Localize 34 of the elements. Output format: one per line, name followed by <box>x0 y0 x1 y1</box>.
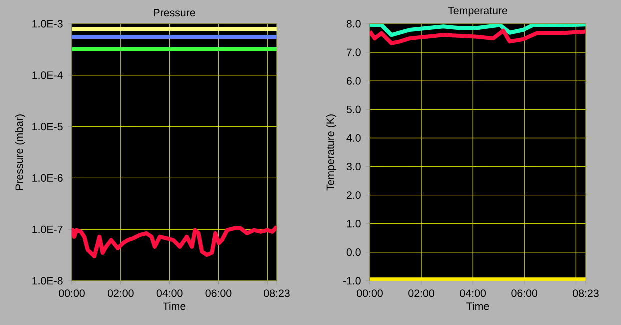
y-tick-label: 2.0 <box>347 192 361 200</box>
y-tick-label: 8.0 <box>346 20 361 28</box>
y-tick-label: 4.0 <box>346 134 361 142</box>
y-tick-label: 6.0 <box>347 77 361 85</box>
x-axis-title: Time <box>466 302 490 310</box>
x-tick-label: 02:00 <box>408 290 434 298</box>
x-tick-label: 00:00 <box>59 290 85 298</box>
y-tick-label: 3.0 <box>346 163 361 171</box>
line-series <box>72 224 278 258</box>
y-tick-label: 1.0E-8 <box>32 277 63 285</box>
y-tick-label: 5.0 <box>346 106 361 114</box>
y-axis-title: Temperature (K) <box>326 114 336 191</box>
x-tick-label: 04:00 <box>156 290 183 298</box>
x-tick-label: 04:00 <box>460 290 486 298</box>
y-tick-label: 1.0E-7 <box>32 226 63 234</box>
x-tick-label: 06:00 <box>512 290 538 298</box>
x-tick-label: 00:00 <box>357 290 383 298</box>
y-tick-label: 1.0E-6 <box>32 174 63 182</box>
x-tick-label: 06:00 <box>206 290 232 298</box>
y-tick-label: 7.0 <box>347 48 361 56</box>
y-tick-label: 1.0E-4 <box>32 72 63 80</box>
y-axis-title: Pressure (mbar) <box>15 114 26 190</box>
chart-title: Temperature <box>448 7 508 17</box>
x-tick-label: 02:00 <box>108 290 134 298</box>
x-tick-label: 08:23 <box>264 290 290 298</box>
y-tick-label: 1.0E-5 <box>32 123 63 131</box>
line-series <box>370 28 586 46</box>
x-axis-title: Time <box>163 302 186 310</box>
x-tick-label: 08:23 <box>573 290 599 298</box>
y-tick-label: 0.0 <box>346 248 361 256</box>
chart-title: Pressure <box>154 9 196 17</box>
y-tick-label: 1.0E-3 <box>32 20 63 28</box>
y-tick-label: -1.0 <box>343 277 361 285</box>
y-tick-label: 1.0 <box>347 220 361 228</box>
